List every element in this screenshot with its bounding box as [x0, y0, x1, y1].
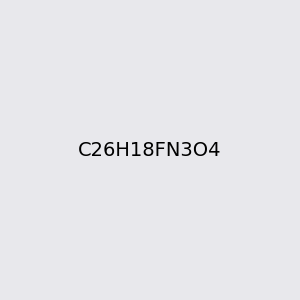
Text: C26H18FN3O4: C26H18FN3O4 [78, 140, 222, 160]
